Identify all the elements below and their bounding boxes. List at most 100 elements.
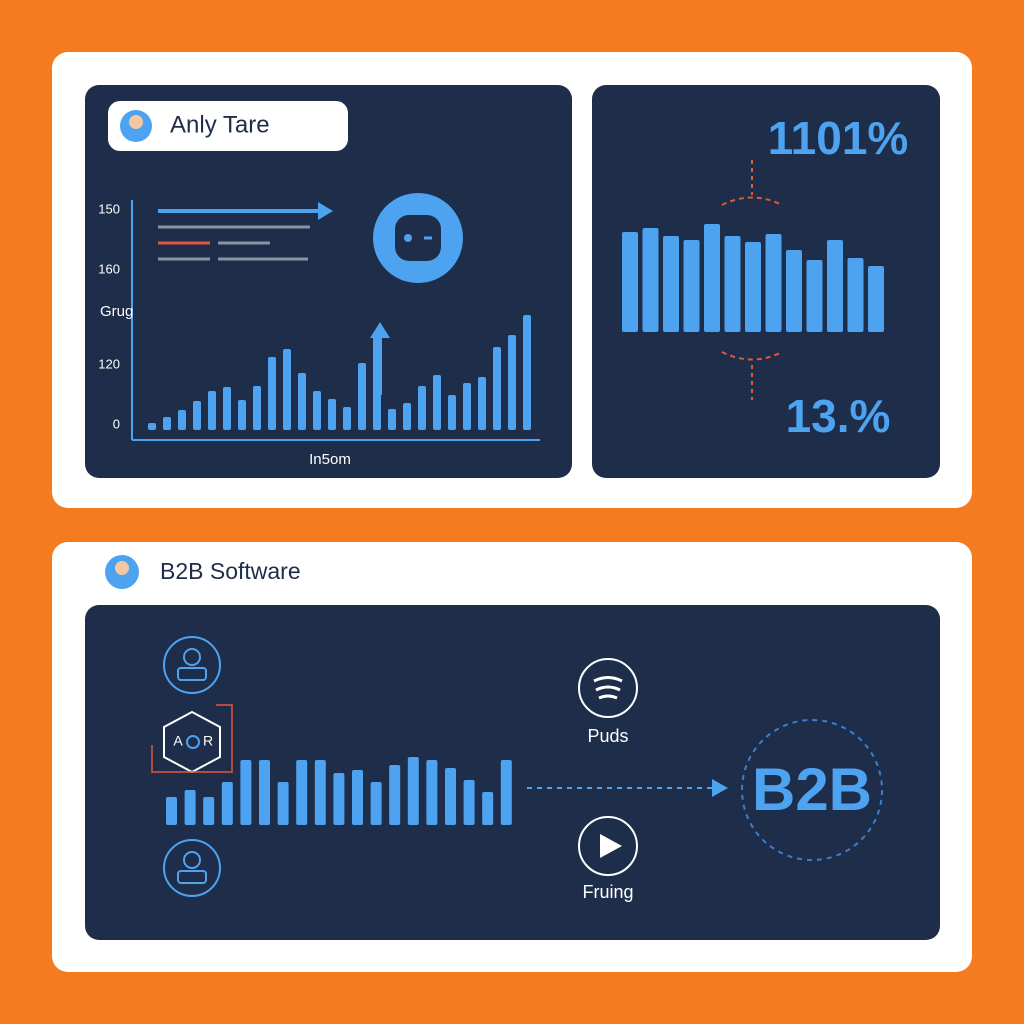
- bar: [724, 236, 741, 332]
- bar: [268, 357, 276, 430]
- bot-eye: [404, 234, 412, 242]
- user-icon[interactable]: [163, 839, 221, 897]
- bar: [208, 391, 216, 430]
- bar: [314, 760, 326, 825]
- hex-label: R: [203, 733, 213, 749]
- user-glyph: [177, 870, 207, 884]
- user-name: Anly Tare: [170, 111, 270, 138]
- bar: [745, 242, 761, 332]
- bar: [704, 224, 720, 332]
- bar: [827, 240, 843, 332]
- bar: [508, 335, 516, 430]
- bar: [166, 797, 177, 825]
- bar: [500, 760, 512, 825]
- flow-panel: [85, 605, 940, 940]
- bar: [238, 400, 246, 430]
- hex-label: A: [173, 733, 183, 749]
- bar: [448, 395, 456, 430]
- bar: [663, 236, 679, 332]
- hex-glyph: [186, 735, 200, 749]
- bar: [482, 792, 494, 825]
- avatar-face: [115, 561, 129, 575]
- bar: [296, 760, 308, 825]
- item-label: Fruing: [582, 882, 633, 902]
- bar: [642, 228, 659, 332]
- bar: [283, 349, 291, 430]
- bar: [786, 250, 802, 332]
- bar: [389, 765, 401, 825]
- signal-icon[interactable]: [578, 658, 638, 718]
- bar: [333, 773, 345, 825]
- bar: [178, 410, 186, 430]
- marker: [721, 196, 783, 206]
- bar-group: [166, 757, 512, 825]
- user-pill[interactable]: [108, 101, 348, 151]
- bar-group: [622, 224, 884, 332]
- chart-panel: [85, 85, 572, 478]
- bar: [193, 401, 201, 430]
- bar: [806, 260, 823, 332]
- bar: [622, 232, 638, 332]
- bar: [407, 757, 419, 825]
- user-glyph: [183, 648, 201, 666]
- bar: [240, 760, 252, 825]
- bar: [418, 386, 426, 430]
- y-label: 120: [98, 356, 120, 371]
- avatar-face: [129, 115, 143, 129]
- bar: [463, 383, 471, 430]
- bar: [184, 790, 196, 825]
- bar: [388, 409, 396, 430]
- bar: [847, 258, 864, 332]
- bar: [221, 782, 233, 825]
- bar: [253, 386, 261, 430]
- bar: [313, 391, 321, 430]
- user-icon[interactable]: [163, 636, 221, 694]
- arrow-head: [370, 322, 390, 338]
- bar: [478, 377, 486, 430]
- marker: [721, 351, 783, 361]
- y-label: 160: [98, 261, 120, 276]
- top-stat: 1101%: [768, 112, 909, 164]
- bar: [298, 373, 306, 430]
- bar: [445, 768, 456, 825]
- bottom-stat: 13.%: [786, 390, 891, 442]
- bar: [343, 407, 351, 430]
- bar: [358, 363, 366, 430]
- bar: [328, 399, 336, 430]
- bar: [463, 780, 475, 825]
- user-glyph: [183, 851, 201, 869]
- play-glyph: [600, 834, 622, 858]
- bar-group: [148, 315, 531, 430]
- target-ring: [741, 719, 883, 861]
- bar: [868, 266, 884, 332]
- bar: [683, 240, 700, 332]
- y-title: Grug: [100, 303, 133, 320]
- bar: [426, 760, 438, 825]
- bar: [277, 782, 289, 825]
- bar: [223, 387, 231, 430]
- arrow-head: [318, 202, 333, 220]
- bar: [370, 782, 382, 825]
- highlight-frame: [151, 704, 233, 773]
- bot-face: [395, 215, 441, 261]
- play-icon[interactable]: [578, 816, 638, 876]
- bar: [523, 315, 531, 430]
- y-label: 0: [113, 416, 120, 431]
- item-label: Puds: [587, 726, 628, 746]
- bar: [259, 760, 270, 825]
- bar: [148, 423, 156, 430]
- bar: [203, 797, 215, 825]
- bar: [493, 347, 501, 430]
- arrow-head: [712, 779, 728, 797]
- bar: [433, 375, 441, 430]
- bar: [163, 417, 171, 430]
- y-label: 150: [98, 201, 120, 216]
- bar: [765, 234, 782, 332]
- x-title: In5om: [309, 451, 351, 468]
- card-title: B2B Software: [160, 558, 301, 584]
- bar: [352, 770, 363, 825]
- user-glyph: [177, 667, 207, 681]
- signal-glyph: [593, 676, 623, 700]
